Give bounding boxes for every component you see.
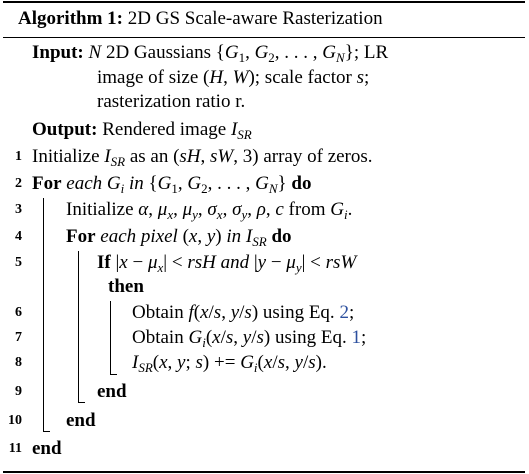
algorithm-title: 2D GS Scale-aware Rasterization [127, 8, 383, 29]
step-8: ISR(x, y; s) += Gi(x/s, y/s). [132, 352, 327, 375]
equation-ref-1[interactable]: 1 [351, 327, 362, 348]
output-keyword: Output: [32, 119, 98, 140]
input-line-2: image of size (H, W); scale factor s; [97, 67, 370, 88]
step-5-then: then [108, 276, 144, 297]
input-line-1: Input: N 2D Gaussians {G1, G2, . . . , G… [32, 41, 388, 65]
step-9-end: end [97, 381, 127, 402]
caption-rule [3, 37, 525, 38]
line-number-11: 11 [8, 441, 22, 456]
line-number-4: 4 [15, 229, 22, 244]
step-1: Initialize ISR as an (sH, sW, 3) array o… [32, 146, 373, 169]
line-number-7: 7 [15, 330, 22, 345]
line-number-1: 1 [15, 149, 22, 164]
line-number-6: 6 [15, 305, 22, 320]
step-5: If |x − μx| < rsH and |y − μy| < rsW [97, 252, 357, 275]
scope-tick-for-pixels [78, 402, 85, 403]
step-4: For each pixel (x, y) in ISR do [66, 226, 292, 249]
step-10-end: end [66, 410, 96, 431]
step-2: For each Gi in {G1, G2, . . . , GN} do [32, 173, 312, 196]
algorithm-caption: Algorithm 1: 2D GS Scale-aware Rasteriza… [18, 8, 383, 30]
scope-bar-for-pixels [78, 251, 79, 402]
top-rule [3, 1, 525, 3]
input-line-3: rasterization ratio r. [97, 91, 246, 112]
output-text: Rendered image ISR [102, 119, 252, 142]
input-keyword: Input: [32, 42, 84, 63]
bottom-rule [3, 471, 525, 473]
output-line: Output: Rendered image ISR [32, 118, 252, 142]
line-number-3: 3 [15, 202, 22, 217]
scope-bar-if [110, 301, 111, 374]
line-number-2: 2 [15, 176, 22, 191]
scope-bar-for-gaussians [43, 198, 44, 431]
line-number-10: 10 [8, 413, 22, 428]
equation-ref-2[interactable]: 2 [339, 302, 349, 323]
line-number-5: 5 [15, 255, 22, 270]
scope-tick-if [110, 374, 117, 375]
line-number-8: 8 [15, 355, 22, 370]
step-11-end: end [32, 438, 62, 459]
scope-tick-for-gaussians [43, 431, 50, 432]
input-text-1: N 2D Gaussians {G1, G2, . . . , GN}; LR [88, 42, 389, 65]
step-7: Obtain Gi(x/s, y/s) using Eq. 1; [132, 327, 367, 350]
step-6: Obtain f(x/s, y/s) using Eq. 2; [132, 302, 355, 323]
step-3: Initialize α, μx, μy, σx, σy, ρ, c from … [66, 199, 353, 222]
line-number-9: 9 [15, 384, 22, 399]
algorithm-label: Algorithm 1: [18, 8, 124, 29]
